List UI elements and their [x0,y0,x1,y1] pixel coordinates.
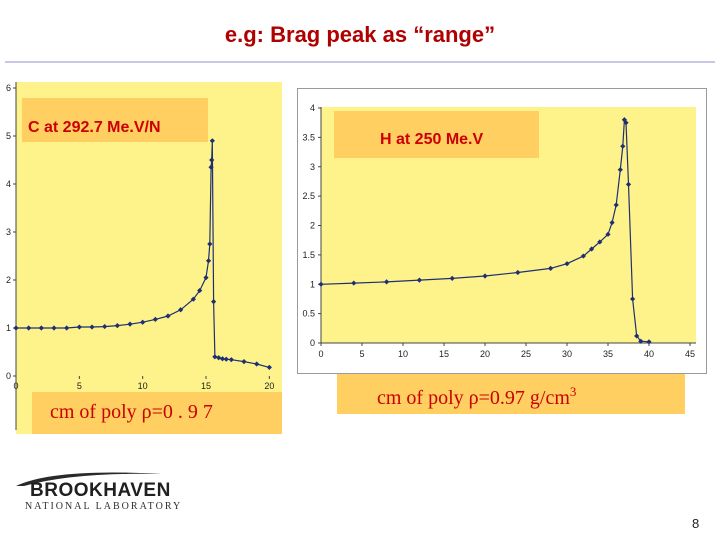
brookhaven-logo-text: BROOKHAVEN [30,480,171,501]
data-point [564,261,570,267]
data-point [638,338,644,344]
data-point [646,339,652,345]
slide-title: e.g: Brag peak as “range” [224,22,496,47]
x-tick-label: 15 [201,381,211,391]
data-point [241,359,247,365]
axis-caption: cm of poly ρ=0 . 9 7 [50,401,213,423]
page-number: 8 [692,516,700,531]
axis-caption: cm of poly ρ=0.97 g/cm3 [377,384,576,409]
data-point [140,319,146,325]
data-point [605,231,611,237]
data-point [228,357,234,363]
x-tick-label: 35 [603,349,613,359]
data-point [165,313,171,319]
x-tick-label: 40 [644,349,654,359]
y-tick-label: 1.5 [302,250,315,260]
axis-caption-superscript: 3 [570,384,577,399]
title-divider [5,61,715,63]
caption-box [32,392,282,434]
x-tick-label: 25 [521,349,531,359]
data-point [64,325,70,331]
label-box [334,111,539,158]
x-tick-label: 15 [439,349,449,359]
y-tick-label: 2.5 [302,191,315,201]
y-tick-label: 1 [6,323,11,333]
y-tick-label: 2 [6,275,11,285]
y-tick-label: 0 [310,338,315,348]
x-tick-label: 30 [562,349,572,359]
brookhaven-logo-icon [16,472,162,486]
carbon-bragg-chart: 0 1 2 3 4 5 6 0 5 10 15 20 C at 292.7 Me.V/N cm of… [6,82,282,434]
data-point [609,219,615,226]
x-tick-label: 0 [13,381,18,391]
data-point [26,325,32,331]
data-point [613,202,619,208]
y-tick-label: 3.5 [302,132,315,142]
data-point [620,143,626,149]
data-point [630,296,636,302]
axis-caption-main: cm of poly ρ=0.97 g/cm [377,387,570,409]
y-tick-label: 6 [6,83,11,93]
data-point [197,287,203,294]
x-tick-label: 5 [77,381,82,391]
x-tick-label: 5 [359,349,364,359]
data-point [617,167,623,173]
series-label: C at 292.7 Me.V/N [28,119,161,136]
data-point [318,281,324,287]
x-tick-label: 0 [318,349,323,359]
data-point [51,325,57,331]
data-point [212,354,218,360]
y-tick-label: 3 [6,227,11,237]
data-point [449,275,455,281]
data-point [13,325,19,331]
y-tick-label: 4 [6,179,11,189]
data-point [219,356,226,362]
data-point [589,246,595,252]
series-label: H at 250 Me.V [380,131,483,148]
data-point [216,355,222,361]
x-tick-label: 10 [138,381,148,391]
data-point [621,117,627,123]
caption-box [337,374,685,414]
data-point [482,273,488,279]
data-point [634,333,640,339]
y-tick-label: 3 [310,162,315,172]
data-point [207,241,213,247]
data-point [597,239,603,245]
x-tick-label: 20 [264,381,274,391]
y-tick-label: 1 [310,279,315,289]
y-tick-label: 2 [310,221,315,231]
y-tick-label: 0.5 [302,309,315,319]
data-point [152,316,158,322]
data-point [190,296,196,302]
y-tick-label: 4 [310,103,315,113]
y-tick-label: 5 [6,131,11,141]
data-point [208,164,214,170]
proton-bragg-chart: 0 0.5 1 1.5 2 2.5 3 3.5 4 0 5 10 15 20 25 30 35 40 45 H a… [297,88,707,414]
x-tick-label: 20 [480,349,490,359]
data-point [223,356,229,362]
y-tick-label: 0 [6,371,11,381]
data-point [209,157,215,163]
label-box [22,98,208,142]
data-point [580,253,586,259]
data-point [205,258,212,264]
x-tick-label: 10 [398,349,408,359]
data-point [266,364,272,370]
brookhaven-logo-subtext: NATIONAL LABORATORY [25,501,183,512]
series-line [320,117,650,343]
data-point [38,325,44,331]
data-point [515,269,521,276]
data-point [625,181,632,187]
data-point [623,120,629,126]
x-tick-label: 45 [685,349,695,359]
data-point [102,323,108,330]
data-point [254,361,260,367]
data-point [178,307,184,313]
data-point [209,138,215,144]
